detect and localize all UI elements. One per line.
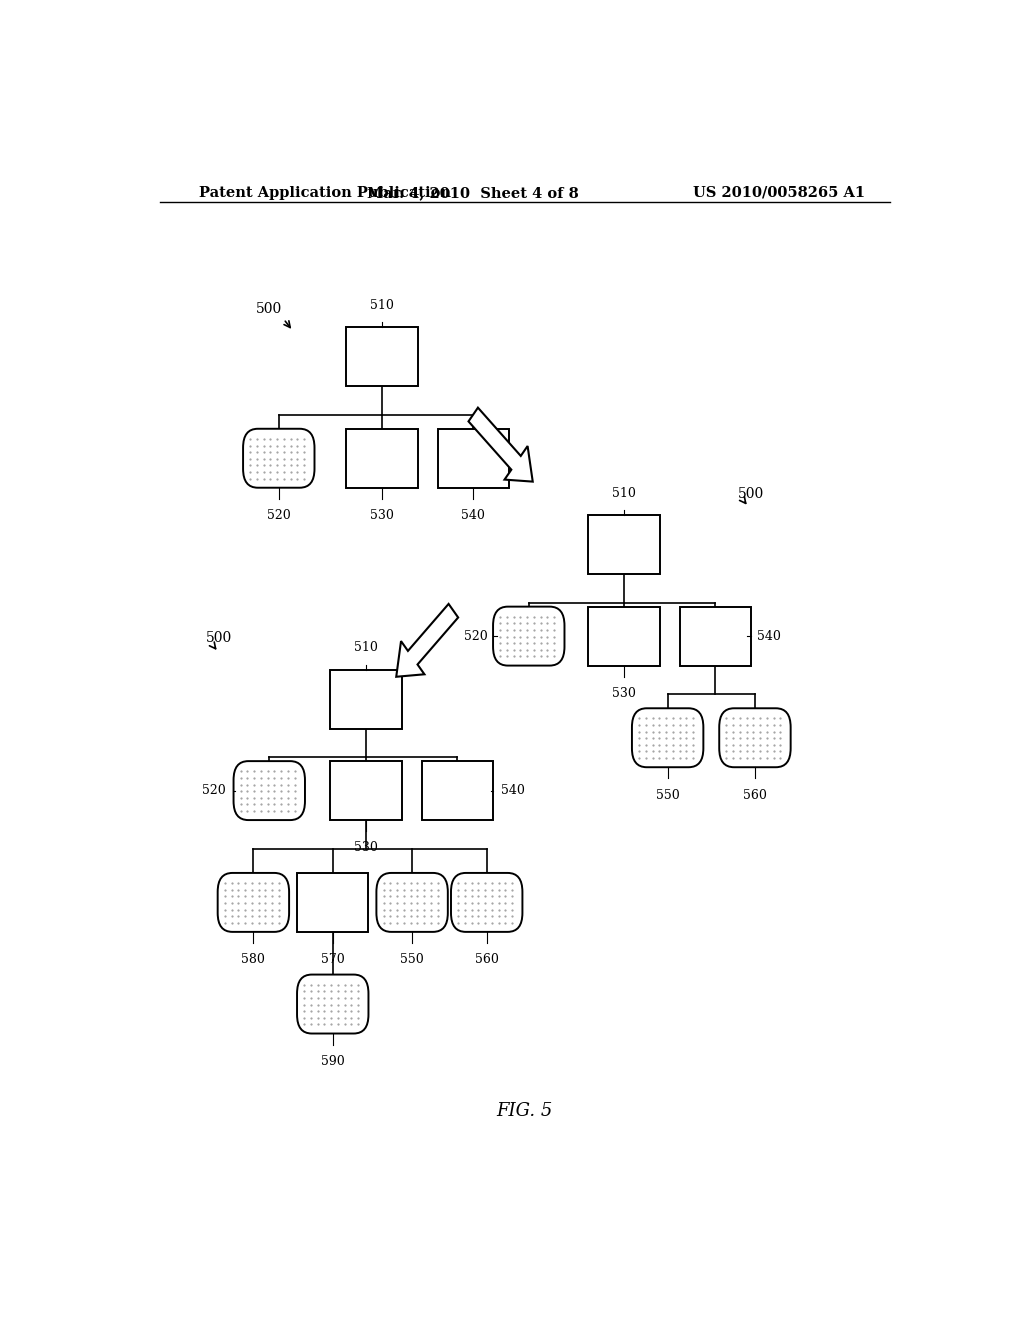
Text: 510: 510 [612,487,636,500]
FancyBboxPatch shape [588,607,659,665]
Text: 500: 500 [256,302,283,315]
Text: 510: 510 [354,642,378,655]
Text: 530: 530 [354,841,378,854]
Text: 530: 530 [612,686,636,700]
FancyBboxPatch shape [719,709,791,767]
Polygon shape [396,605,458,677]
Text: 520: 520 [464,630,487,643]
Text: 540: 540 [461,510,485,521]
FancyBboxPatch shape [632,709,703,767]
FancyBboxPatch shape [451,873,522,932]
FancyBboxPatch shape [377,873,447,932]
Text: 520: 520 [202,784,225,797]
FancyBboxPatch shape [233,762,305,820]
Text: 500: 500 [206,631,232,645]
Polygon shape [469,408,532,482]
Text: 550: 550 [655,788,680,801]
FancyBboxPatch shape [331,762,401,820]
Text: FIG. 5: FIG. 5 [497,1102,553,1119]
FancyBboxPatch shape [297,873,369,932]
Text: US 2010/0058265 A1: US 2010/0058265 A1 [692,186,865,199]
Text: 540: 540 [757,630,780,643]
FancyBboxPatch shape [680,607,751,665]
Text: 580: 580 [242,953,265,966]
Text: 550: 550 [400,953,424,966]
FancyBboxPatch shape [437,429,509,487]
Text: 560: 560 [743,788,767,801]
Text: 530: 530 [370,510,394,521]
Text: 540: 540 [501,784,525,797]
FancyBboxPatch shape [346,327,418,385]
FancyBboxPatch shape [422,762,494,820]
Text: 510: 510 [370,298,394,312]
FancyBboxPatch shape [218,873,289,932]
Text: Patent Application Publication: Patent Application Publication [200,186,452,199]
Text: 560: 560 [475,953,499,966]
FancyBboxPatch shape [243,429,314,487]
FancyBboxPatch shape [331,669,401,729]
FancyBboxPatch shape [588,515,659,574]
Text: Mar. 4, 2010  Sheet 4 of 8: Mar. 4, 2010 Sheet 4 of 8 [368,186,580,199]
Text: 570: 570 [321,953,345,966]
Text: 500: 500 [737,487,764,500]
FancyBboxPatch shape [297,974,369,1034]
FancyBboxPatch shape [494,607,564,665]
Text: 590: 590 [321,1055,345,1068]
FancyBboxPatch shape [346,429,418,487]
Text: 520: 520 [267,510,291,521]
